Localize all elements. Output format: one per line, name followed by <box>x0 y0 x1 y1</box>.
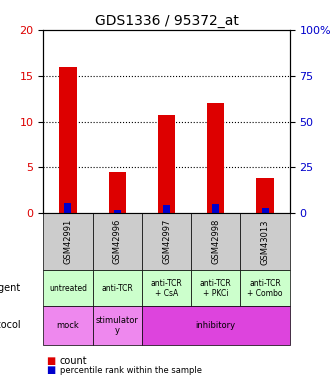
Bar <box>109 172 126 213</box>
Title: GDS1336 / 95372_at: GDS1336 / 95372_at <box>95 13 238 28</box>
FancyBboxPatch shape <box>93 306 142 345</box>
Text: mock: mock <box>57 321 79 330</box>
FancyBboxPatch shape <box>43 306 93 345</box>
Text: anti-TCR: anti-TCR <box>101 284 133 293</box>
FancyBboxPatch shape <box>93 270 142 306</box>
FancyBboxPatch shape <box>93 213 142 270</box>
Bar <box>256 178 274 213</box>
Bar <box>114 210 121 213</box>
FancyBboxPatch shape <box>142 213 191 270</box>
Bar <box>212 204 219 213</box>
Text: GSM43013: GSM43013 <box>260 219 270 264</box>
Text: GSM42996: GSM42996 <box>113 219 122 264</box>
Text: GSM42998: GSM42998 <box>211 219 220 264</box>
Text: untreated: untreated <box>49 284 87 293</box>
Text: anti-TCR
+ Combo: anti-TCR + Combo <box>247 279 283 298</box>
Bar <box>59 67 77 213</box>
Text: inhibitory: inhibitory <box>196 321 236 330</box>
FancyBboxPatch shape <box>142 306 290 345</box>
Text: agent: agent <box>0 283 21 293</box>
FancyBboxPatch shape <box>240 270 290 306</box>
Text: percentile rank within the sample: percentile rank within the sample <box>60 366 202 375</box>
FancyBboxPatch shape <box>43 213 93 270</box>
Text: stimulator
y: stimulator y <box>96 316 139 335</box>
FancyBboxPatch shape <box>240 213 290 270</box>
Bar <box>65 203 71 213</box>
FancyBboxPatch shape <box>191 270 240 306</box>
Bar <box>158 115 175 213</box>
Text: count: count <box>60 356 88 366</box>
FancyBboxPatch shape <box>191 213 240 270</box>
Text: protocol: protocol <box>0 321 21 330</box>
Text: GSM42997: GSM42997 <box>162 219 171 264</box>
FancyBboxPatch shape <box>142 270 191 306</box>
Bar <box>262 208 268 213</box>
Text: anti-TCR
+ PKCi: anti-TCR + PKCi <box>200 279 232 298</box>
Text: ■: ■ <box>47 356 56 366</box>
FancyBboxPatch shape <box>43 270 93 306</box>
Bar <box>163 204 170 213</box>
Text: anti-TCR
+ CsA: anti-TCR + CsA <box>151 279 182 298</box>
Text: GSM42991: GSM42991 <box>63 219 73 264</box>
Bar <box>207 103 224 213</box>
Text: ■: ■ <box>47 365 56 375</box>
